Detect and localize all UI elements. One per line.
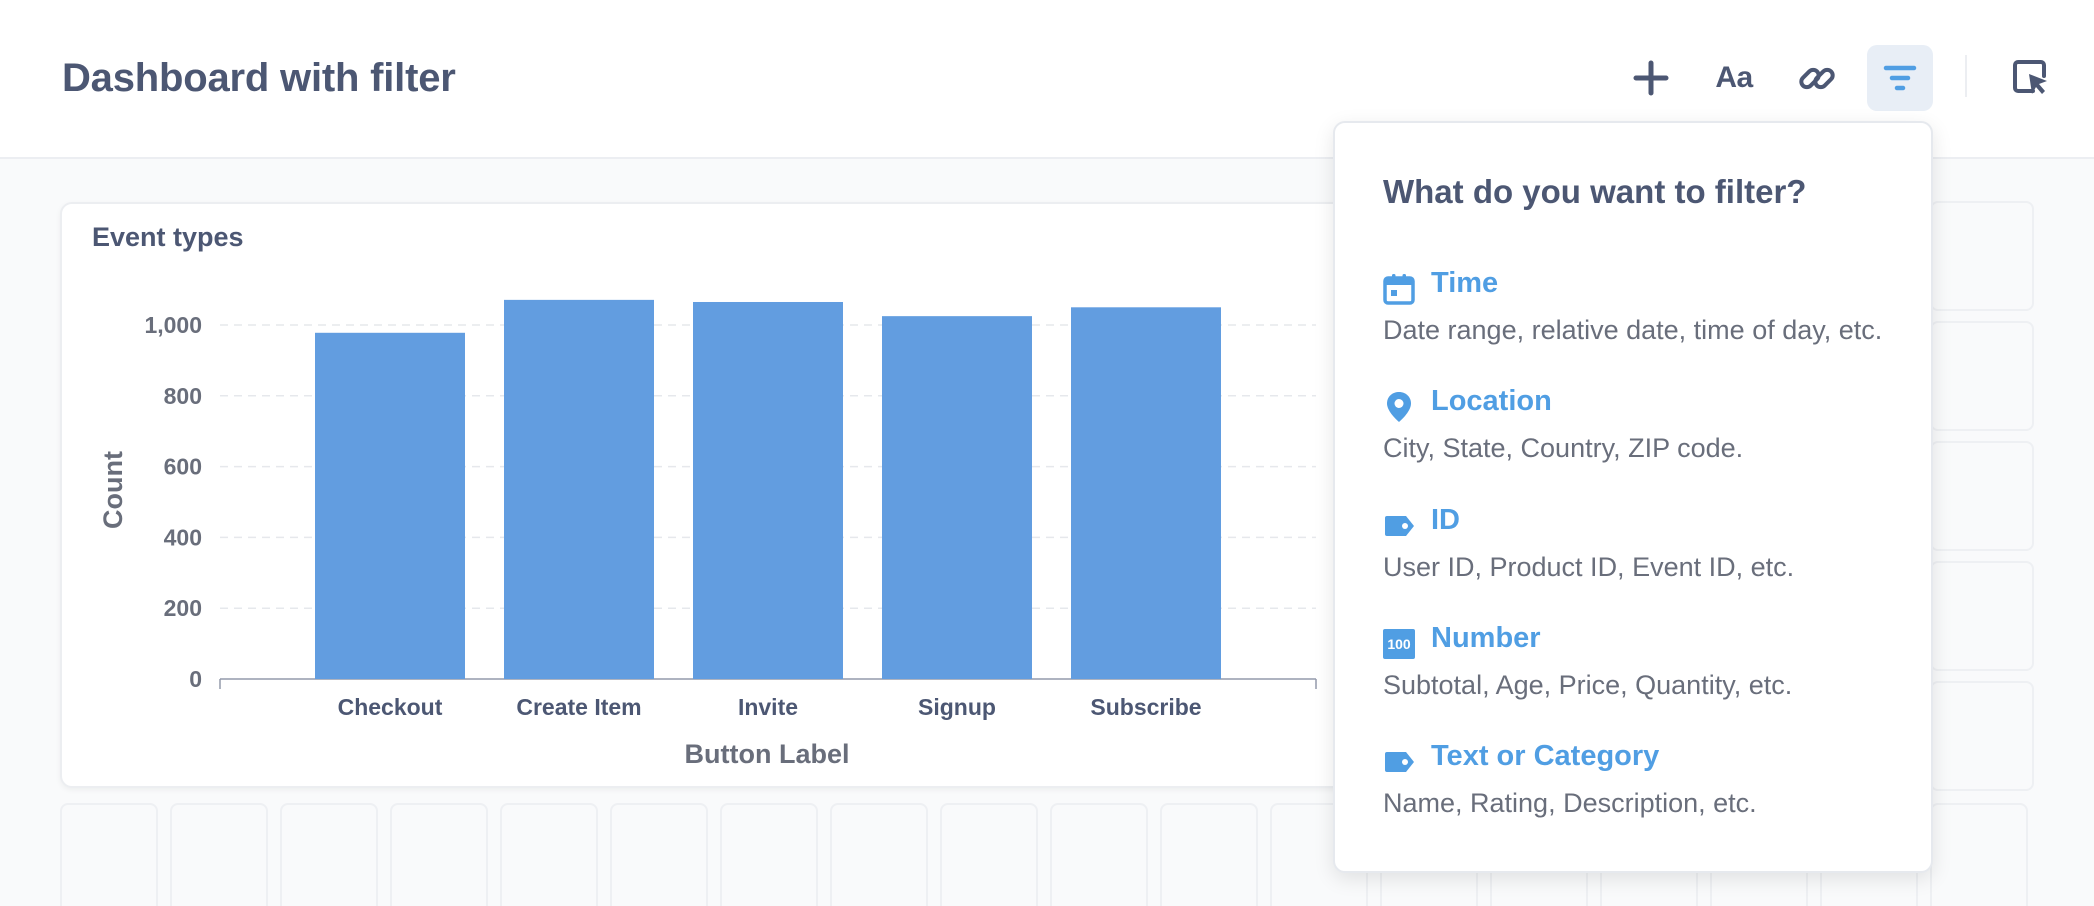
x-tick-label: Signup — [918, 694, 996, 720]
grid-cell — [1930, 561, 2034, 671]
grid-cell — [60, 803, 158, 906]
filter-option-label: Time — [1431, 267, 1499, 299]
text-icon: Aa — [1715, 61, 1753, 94]
link-icon — [1797, 58, 1837, 98]
bar — [504, 299, 654, 679]
tag-icon — [1383, 746, 1415, 778]
tag-icon — [1383, 510, 1415, 542]
grid-cell — [1930, 441, 2034, 551]
add-text-button[interactable]: Aa — [1701, 45, 1767, 111]
bar — [882, 316, 1032, 679]
grid-cell — [170, 803, 268, 906]
filter-option-description: City, State, Country, ZIP code. — [1383, 433, 1744, 463]
number-icon-text: 100 — [1387, 636, 1411, 652]
filter-option-location[interactable]: Location City, State, Country, ZIP code. — [1383, 385, 1903, 485]
plus-icon — [1633, 60, 1669, 96]
y-tick-label: 200 — [164, 595, 202, 621]
grid-cell — [1050, 803, 1148, 906]
grid-cell — [830, 803, 928, 906]
add-link-button[interactable] — [1784, 45, 1850, 111]
x-tick-label: Subscribe — [1090, 694, 1201, 720]
filter-option-id[interactable]: ID User ID, Product ID, Event ID, etc. — [1383, 504, 1903, 604]
x-tick-label: Invite — [738, 694, 798, 720]
y-tick-label: 400 — [164, 524, 202, 550]
bar — [693, 301, 843, 679]
grid-cell — [1930, 681, 2034, 791]
x-axis-label: Button Label — [685, 739, 850, 769]
number-icon: 100 — [1383, 628, 1415, 660]
x-tick-label: Checkout — [338, 694, 443, 720]
grid-cell — [1160, 803, 1258, 906]
grid-cell — [1930, 201, 2034, 311]
grid-cell — [500, 803, 598, 906]
filter-option-label: Location — [1431, 385, 1552, 417]
page-title: Dashboard with filter — [62, 56, 456, 100]
filter-option-label: ID — [1431, 504, 1460, 536]
filter-icon — [1883, 63, 1917, 93]
y-axis-label: Count — [98, 451, 128, 529]
popover-title: What do you want to filter? — [1383, 173, 1807, 210]
filter-option-description: Date range, relative date, time of day, … — [1383, 315, 1883, 345]
grid-cell — [1930, 321, 2034, 431]
add-filter-button[interactable] — [1867, 45, 1933, 111]
calendar-icon — [1383, 273, 1415, 305]
x-tick-label: Create Item — [516, 694, 641, 720]
dashboard-header: Dashboard with filter Aa — [0, 0, 2094, 159]
filter-type-popover: What do you want to filter? Time Date ra… — [1333, 121, 1933, 873]
question-card[interactable]: Event types 0 200 400 600 800 1,000 Checkout Cr… — [60, 202, 1370, 788]
cursor-click-icon — [2011, 58, 2051, 98]
filter-option-label: Number — [1431, 622, 1541, 654]
filter-option-description: User ID, Product ID, Event ID, etc. — [1383, 552, 1795, 582]
y-tick-label: 600 — [164, 454, 202, 480]
filter-option-description: Subtotal, Age, Price, Quantity, etc. — [1383, 670, 1793, 700]
bar — [315, 332, 465, 679]
filter-option-time[interactable]: Time Date range, relative date, time of … — [1383, 267, 1903, 367]
grid-cell — [720, 803, 818, 906]
toolbar-divider — [1965, 55, 1967, 97]
y-tick-label: 0 — [189, 666, 202, 692]
filter-option-number[interactable]: 100 Number Subtotal, Age, Price, Quantit… — [1383, 622, 1903, 722]
filter-option-description: Name, Rating, Description, etc. — [1383, 788, 1757, 818]
card-title: Event types — [92, 222, 244, 252]
grid-cell — [390, 803, 488, 906]
filter-option-label: Text or Category — [1431, 740, 1660, 772]
grid-cell — [610, 803, 708, 906]
grid-cell — [940, 803, 1038, 906]
pin-icon — [1383, 391, 1415, 423]
grid-cell — [280, 803, 378, 906]
bar — [1071, 307, 1221, 679]
y-tick-label: 1,000 — [144, 312, 202, 338]
y-tick-label: 800 — [164, 383, 202, 409]
add-action-button[interactable] — [1998, 45, 2064, 111]
add-question-button[interactable] — [1618, 45, 1684, 111]
filter-option-text-category[interactable]: Text or Category Name, Rating, Descripti… — [1383, 740, 1903, 840]
grid-cell — [1930, 803, 2028, 906]
bar-chart: 0 200 400 600 800 1,000 Checkout Create Item Inv… — [98, 299, 1317, 769]
